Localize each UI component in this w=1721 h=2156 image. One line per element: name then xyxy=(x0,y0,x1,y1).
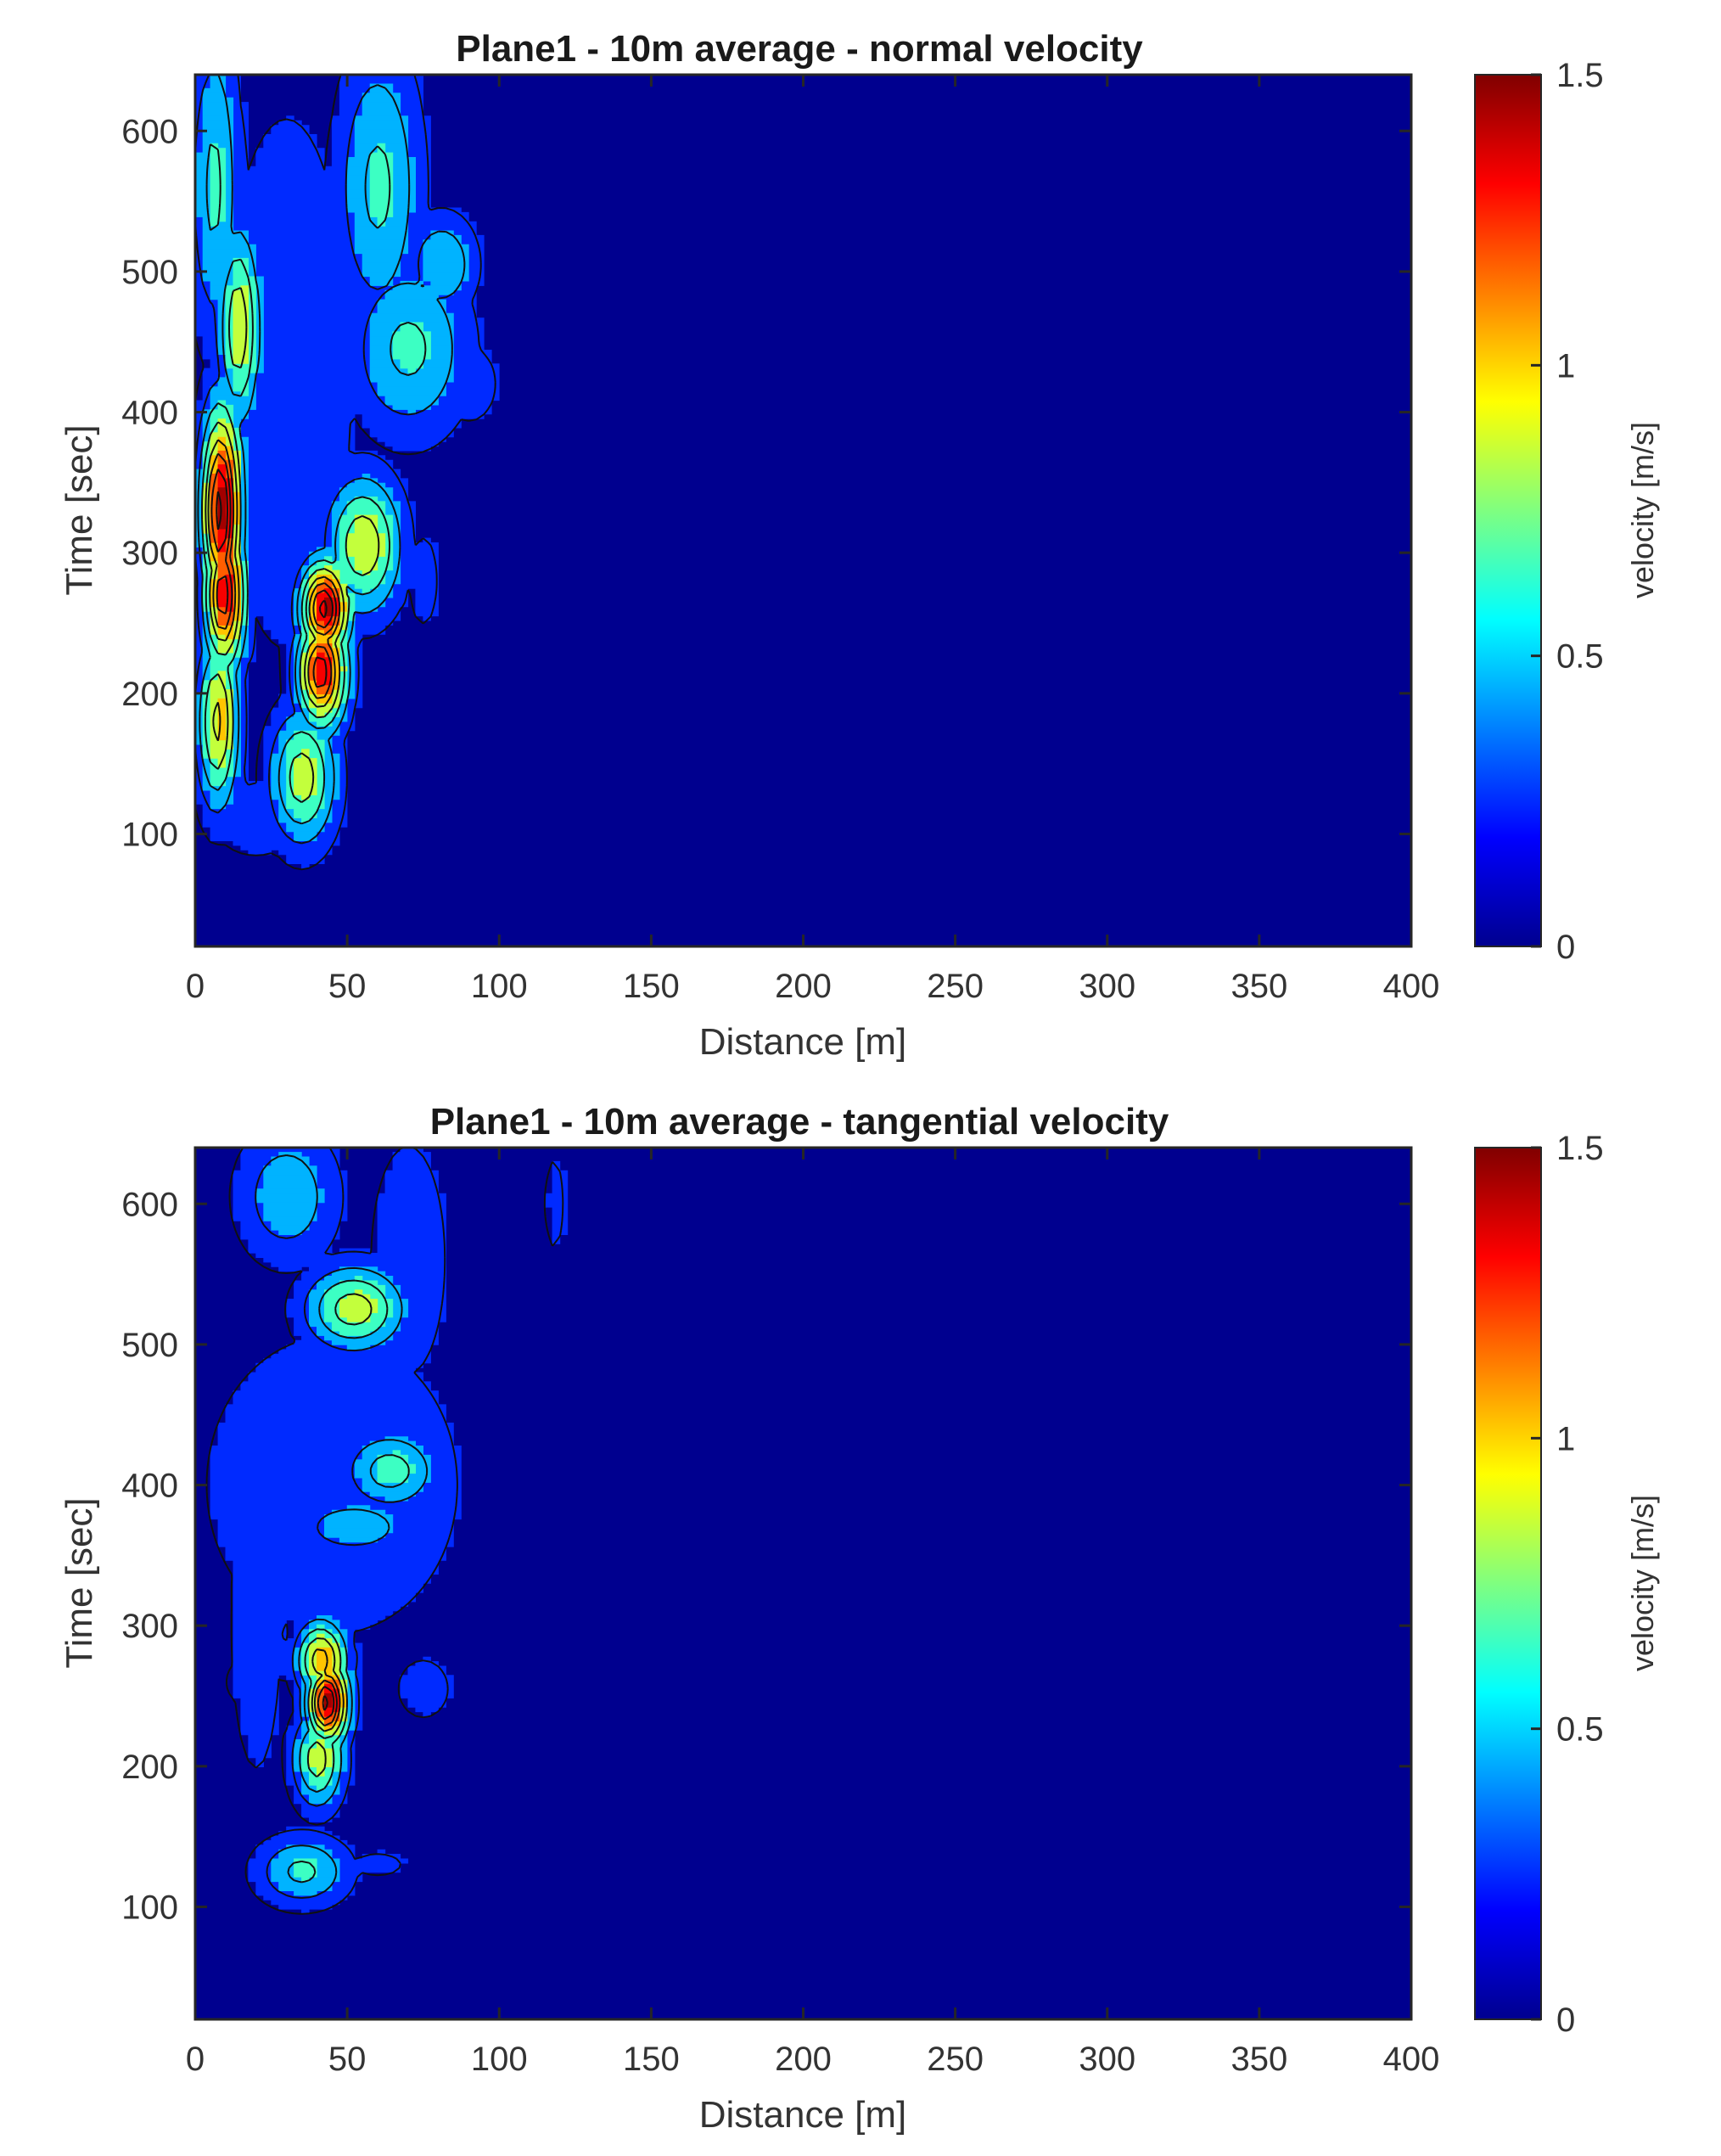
x-tick-label: 0 xyxy=(186,2041,205,2078)
y-tick-label: 500 xyxy=(121,254,178,291)
x-tick-label: 100 xyxy=(471,968,528,1005)
y-tick-label: 200 xyxy=(121,676,178,713)
contour-lines xyxy=(194,74,496,871)
y-tick-label: 300 xyxy=(121,1608,178,1645)
y-axis: 100 200 300 400 500 600 xyxy=(121,113,1411,853)
chart-title: Plane1 - 10m average - tangential veloci… xyxy=(430,1101,1169,1143)
contour-field xyxy=(194,74,500,871)
colorbar-label: velocity [m/s] xyxy=(1625,422,1660,598)
y-tick-label: 200 xyxy=(121,1749,178,1786)
y-axis: 100 200 300 400 500 600 xyxy=(121,1186,1411,1926)
x-axis: 0 50 100 150 200 250 300 350 400 xyxy=(186,75,1440,1005)
x-tick-label: 50 xyxy=(328,2041,367,2078)
x-axis-label: Distance [m] xyxy=(699,2094,907,2136)
colorbar-ticks: 0 0.5 1 1.5 xyxy=(1531,1130,1604,2039)
colorbar-tick-label: 1.5 xyxy=(1556,1130,1604,1167)
x-tick-label: 150 xyxy=(623,2041,680,2078)
x-tick-label: 50 xyxy=(328,968,367,1005)
x-tick-label: 300 xyxy=(1079,968,1135,1005)
colorbar-tick-label: 1 xyxy=(1556,347,1575,385)
x-tick-label: 250 xyxy=(927,968,984,1005)
colorbar: 0 0.5 1 1.5 velocity [m/s] xyxy=(1474,1130,1660,2039)
y-tick-label: 600 xyxy=(121,113,178,150)
chart-title: Plane1 - 10m average - normal velocity xyxy=(456,28,1143,70)
x-tick-label: 350 xyxy=(1231,2041,1288,2078)
colorbar-tick-label: 0 xyxy=(1556,2002,1575,2039)
colorbar-tick-label: 0 xyxy=(1556,929,1575,966)
y-tick-label: 400 xyxy=(121,1468,178,1505)
contour-lines xyxy=(205,1147,564,1915)
y-tick-label: 400 xyxy=(121,395,178,432)
colorbar-ticks: 0 0.5 1 1.5 xyxy=(1531,57,1604,966)
y-tick-label: 600 xyxy=(121,1186,178,1223)
y-tick-label: 100 xyxy=(121,816,178,853)
chart-tangential-velocity: Plane1 - 10m average - tangential veloci… xyxy=(59,1101,1660,2136)
x-tick-label: 200 xyxy=(775,968,832,1005)
x-axis: 0 50 100 150 200 250 300 350 400 xyxy=(186,1148,1440,2078)
colorbar: 0 0.5 1 1.5 velocity [m/s] xyxy=(1474,57,1660,966)
colorbar-label: velocity [m/s] xyxy=(1625,1495,1660,1671)
x-axis-label: Distance [m] xyxy=(699,1021,907,1063)
x-tick-label: 400 xyxy=(1383,2041,1440,2078)
plot-area xyxy=(193,73,1413,948)
contour-field xyxy=(205,1147,569,1915)
colorbar-tick-label: 0.5 xyxy=(1556,638,1604,676)
x-tick-label: 300 xyxy=(1079,2041,1135,2078)
x-tick-label: 200 xyxy=(775,2041,832,2078)
x-tick-label: 0 xyxy=(186,968,205,1005)
y-axis-label: Time [sec] xyxy=(59,424,100,595)
contour-band-7 xyxy=(324,1693,333,1708)
plot-area xyxy=(193,1146,1413,2021)
colorbar-tick-label: 1 xyxy=(1556,1420,1575,1457)
y-tick-label: 100 xyxy=(121,1889,178,1926)
chart-normal-velocity: Plane1 - 10m average - normal velocity 0… xyxy=(59,28,1660,1063)
y-tick-label: 500 xyxy=(121,1327,178,1364)
x-tick-label: 400 xyxy=(1383,968,1440,1005)
colorbar-tick-label: 1.5 xyxy=(1556,57,1604,94)
colorbar-gradient xyxy=(1474,1147,1542,2020)
y-tick-label: 300 xyxy=(121,535,178,572)
contour-band-1 xyxy=(194,74,469,841)
x-tick-label: 150 xyxy=(623,968,680,1005)
y-axis-label: Time [sec] xyxy=(59,1497,100,1668)
x-tick-label: 100 xyxy=(471,2041,528,2078)
colorbar-tick-label: 0.5 xyxy=(1556,1711,1604,1749)
x-tick-label: 250 xyxy=(927,2041,984,2078)
x-tick-label: 350 xyxy=(1231,968,1288,1005)
colorbar-gradient xyxy=(1474,74,1542,947)
